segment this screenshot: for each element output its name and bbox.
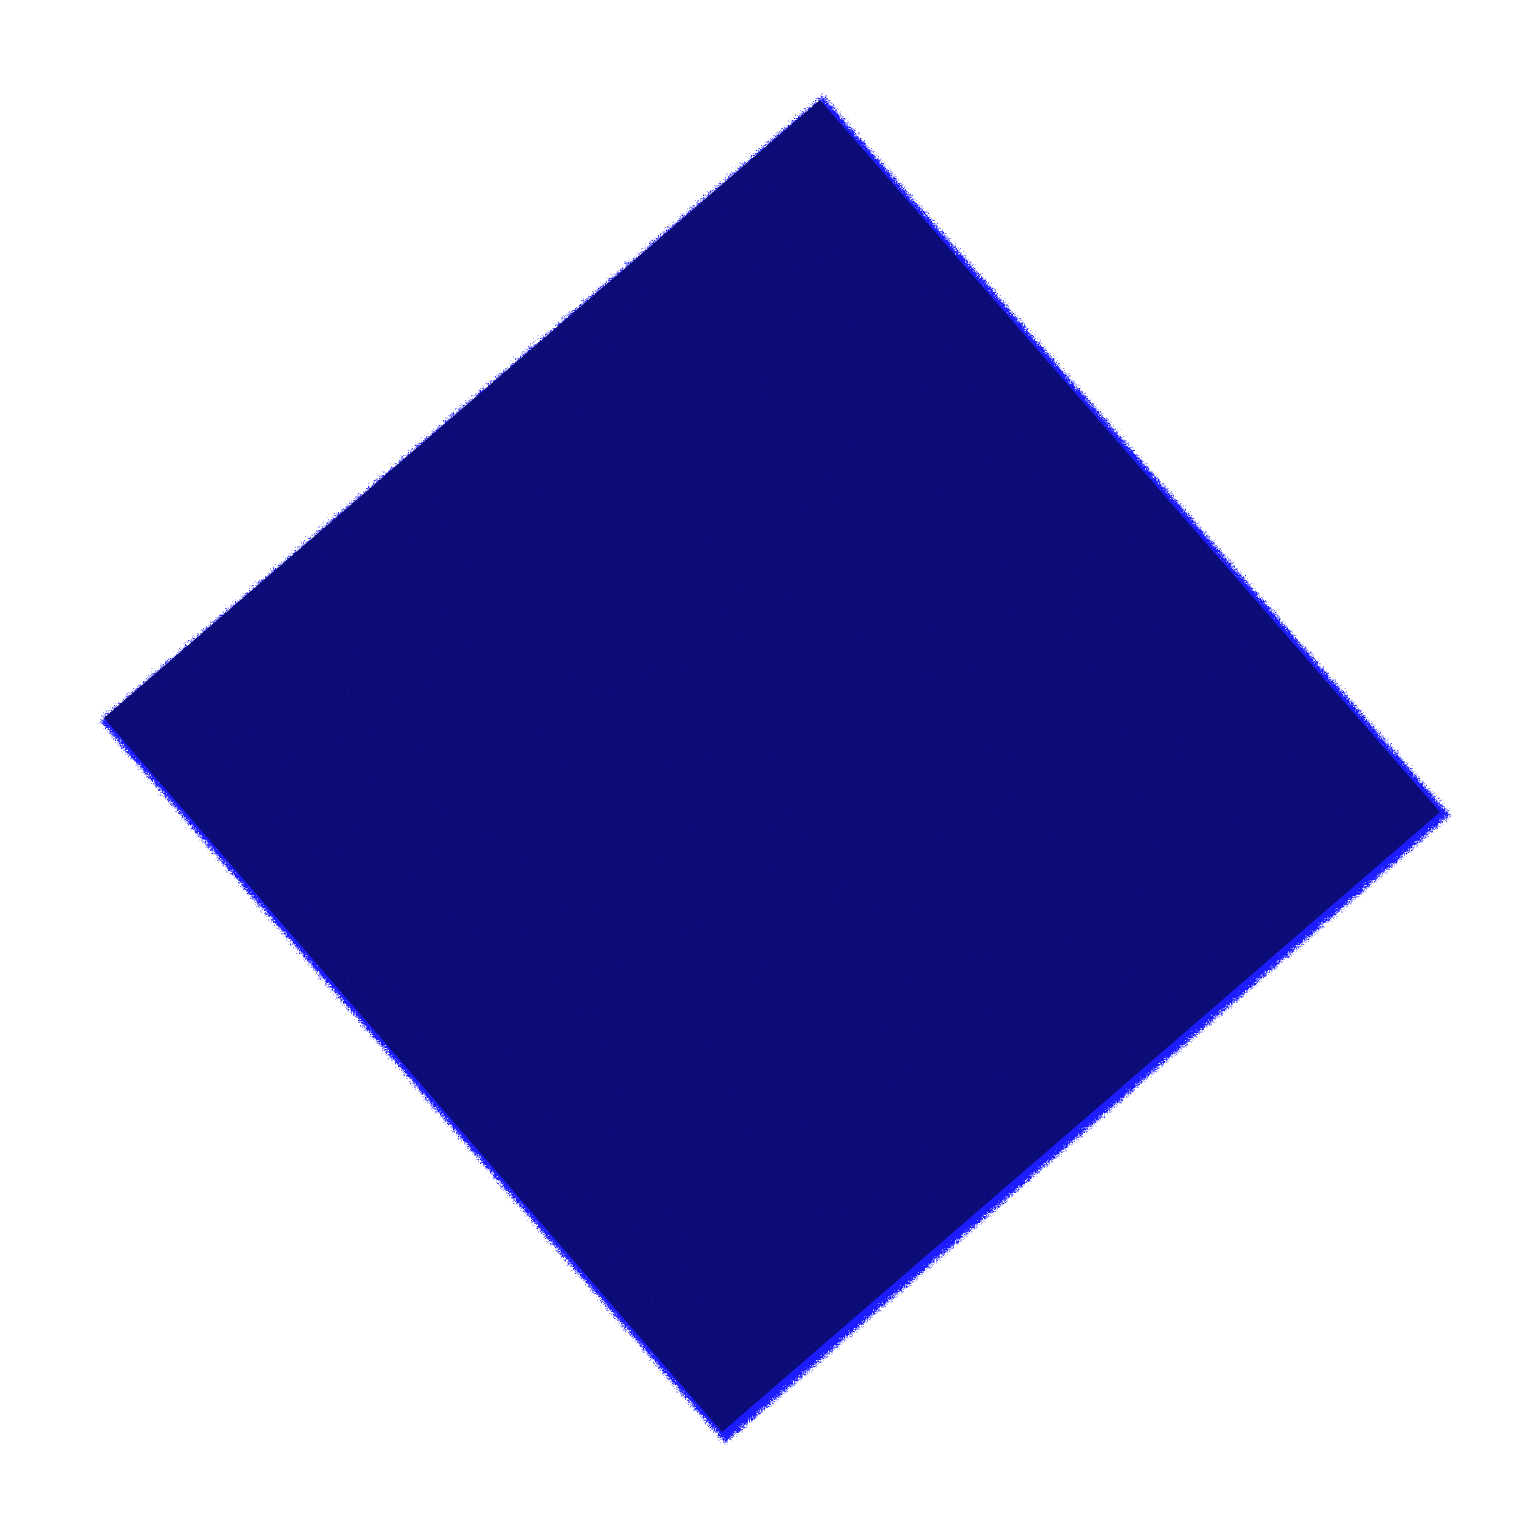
square-noise-texture — [104, 100, 1440, 1432]
